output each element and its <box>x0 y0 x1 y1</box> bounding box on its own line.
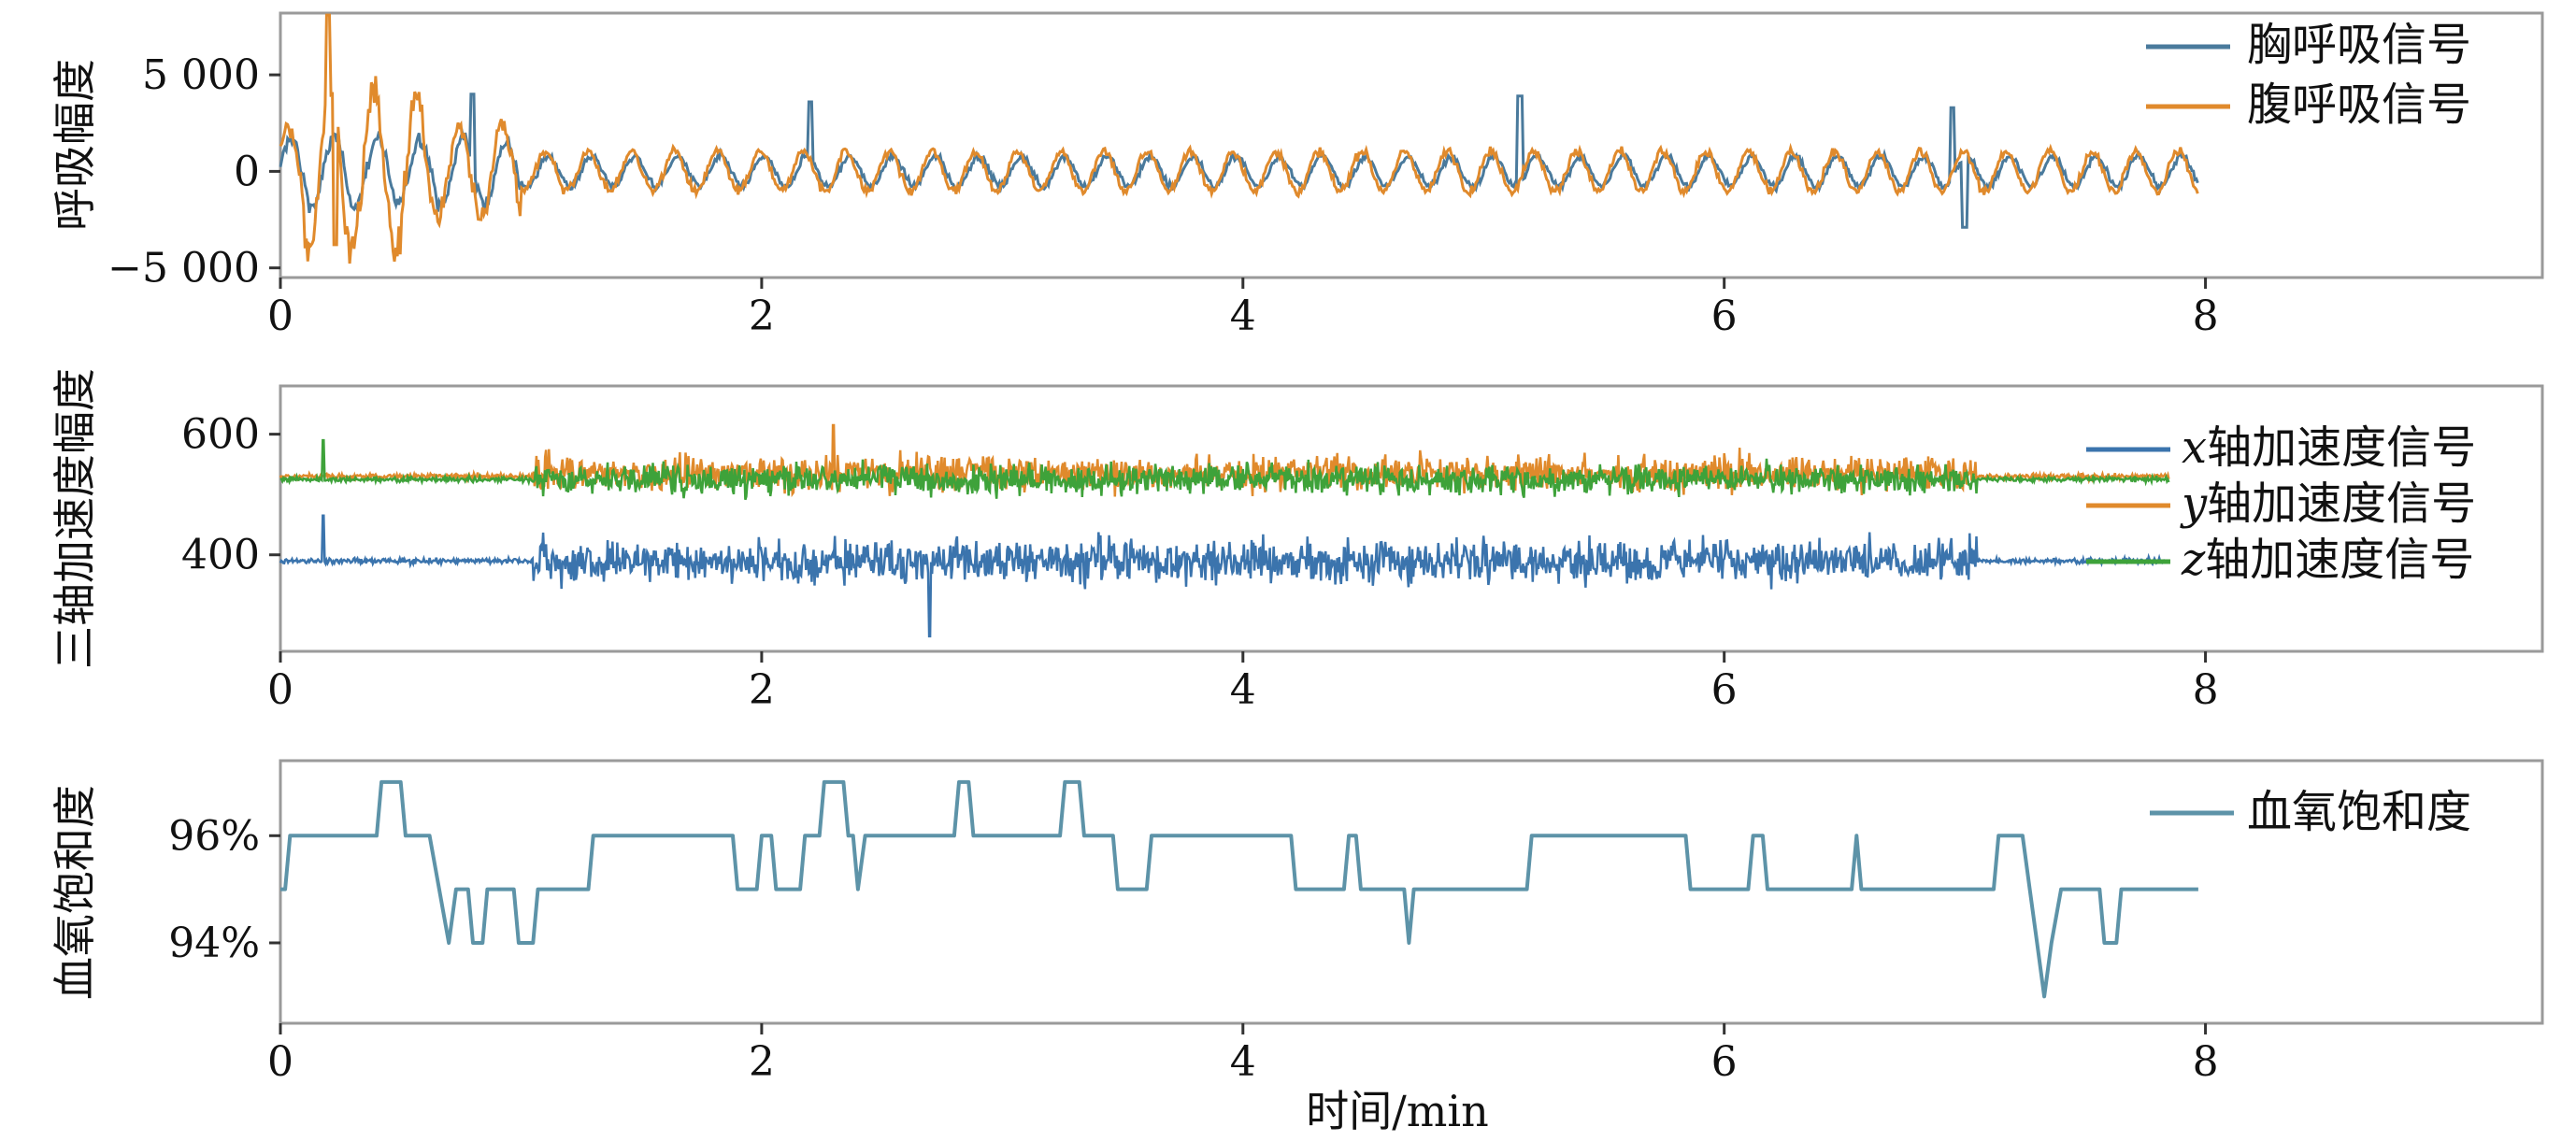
legend-label-text: 轴加速度信号 <box>2207 421 2476 474</box>
legend-axis-letter: y <box>2180 478 2208 530</box>
x-axis-title: 时间/min <box>1306 1086 1488 1136</box>
x-tick-label: 4 <box>1230 292 1256 340</box>
x-tick-label: 0 <box>267 1038 293 1086</box>
y-tick-label: 0 <box>234 148 260 195</box>
legend-label-text: 轴加速度信号 <box>2205 534 2474 586</box>
x-tick-label: 4 <box>1230 1038 1256 1086</box>
legend: 血氧饱和度 <box>2150 786 2471 838</box>
y-tick-label: 5 000 <box>142 51 260 99</box>
legend-axis-letter: z <box>2181 534 2206 586</box>
x-tick-label: 6 <box>1711 1038 1738 1086</box>
x-tick-label: 6 <box>1711 666 1738 714</box>
legend-label: 腹呼吸信号 <box>2247 78 2471 131</box>
y-axis-title: 三轴加速度幅度 <box>50 368 100 669</box>
x-tick-label: 6 <box>1711 292 1738 340</box>
y-axis-title: 呼吸幅度 <box>50 59 100 231</box>
y-tick-label: 400 <box>181 532 260 579</box>
legend-label: 血氧饱和度 <box>2247 786 2471 838</box>
y-tick-label: 94% <box>168 920 260 967</box>
series-abdominal-respiration <box>279 13 2199 264</box>
plot-frame <box>279 759 2544 1025</box>
y-tick-label: 600 <box>181 411 260 459</box>
x-tick-label: 8 <box>2193 1038 2219 1086</box>
y-tick-label: 96% <box>168 812 260 860</box>
legend-label: x轴加速度信号 <box>2182 421 2476 474</box>
series-spo2 <box>280 779 2198 999</box>
legend-label: 胸呼吸信号 <box>2247 19 2471 71</box>
series-z-acceleration <box>279 438 2170 501</box>
y-tick-label: −5 000 <box>107 245 260 292</box>
legend-label-text: 轴加速度信号 <box>2207 478 2476 530</box>
x-tick-label: 0 <box>267 666 293 714</box>
plot-frame <box>279 11 2544 279</box>
plot-frame <box>279 384 2544 653</box>
x-tick-label: 0 <box>267 292 293 340</box>
series-x-acceleration <box>279 514 2170 638</box>
legend-label: y轴加速度信号 <box>2180 478 2476 530</box>
y-axis-title: 血氧饱和度 <box>50 785 100 1000</box>
x-tick-label: 8 <box>2193 292 2219 340</box>
x-tick-label: 8 <box>2193 666 2219 714</box>
legend-axis-letter: x <box>2182 421 2207 474</box>
x-tick-label: 4 <box>1230 666 1256 714</box>
x-tick-label: 2 <box>749 1038 775 1086</box>
x-tick-label: 2 <box>749 292 775 340</box>
x-tick-label: 2 <box>749 666 775 714</box>
legend-label: z轴加速度信号 <box>2181 534 2474 586</box>
